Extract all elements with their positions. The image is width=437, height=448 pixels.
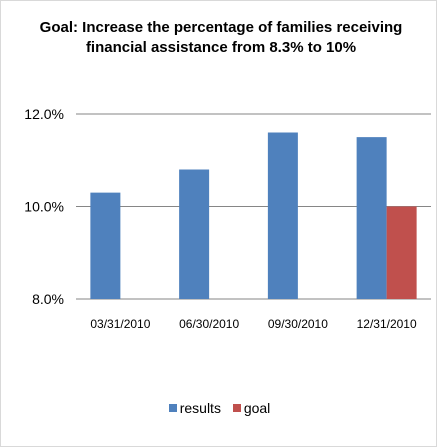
legend-item-goal: goal	[233, 399, 270, 417]
x-tick-label: 09/30/2010	[268, 317, 328, 331]
legend-item-results: results	[169, 399, 221, 417]
x-tick-label: 06/30/2010	[179, 317, 239, 331]
legend-label-goal: goal	[244, 400, 270, 416]
chart-legend: results goal	[1, 399, 437, 417]
bar-results	[179, 170, 209, 300]
legend-swatch-results	[169, 404, 177, 412]
bar-results	[268, 133, 298, 300]
x-tick-label: 12/31/2010	[357, 317, 417, 331]
y-tick-label: 8.0%	[32, 291, 64, 307]
y-tick-label: 12.0%	[24, 106, 64, 122]
legend-swatch-goal	[233, 404, 241, 412]
y-tick-label: 10.0%	[24, 199, 64, 215]
bar-results	[357, 137, 387, 299]
legend-label-results: results	[180, 400, 221, 416]
bar-results	[90, 193, 120, 299]
x-tick-label: 03/31/2010	[90, 317, 150, 331]
bar-goal	[387, 207, 417, 300]
